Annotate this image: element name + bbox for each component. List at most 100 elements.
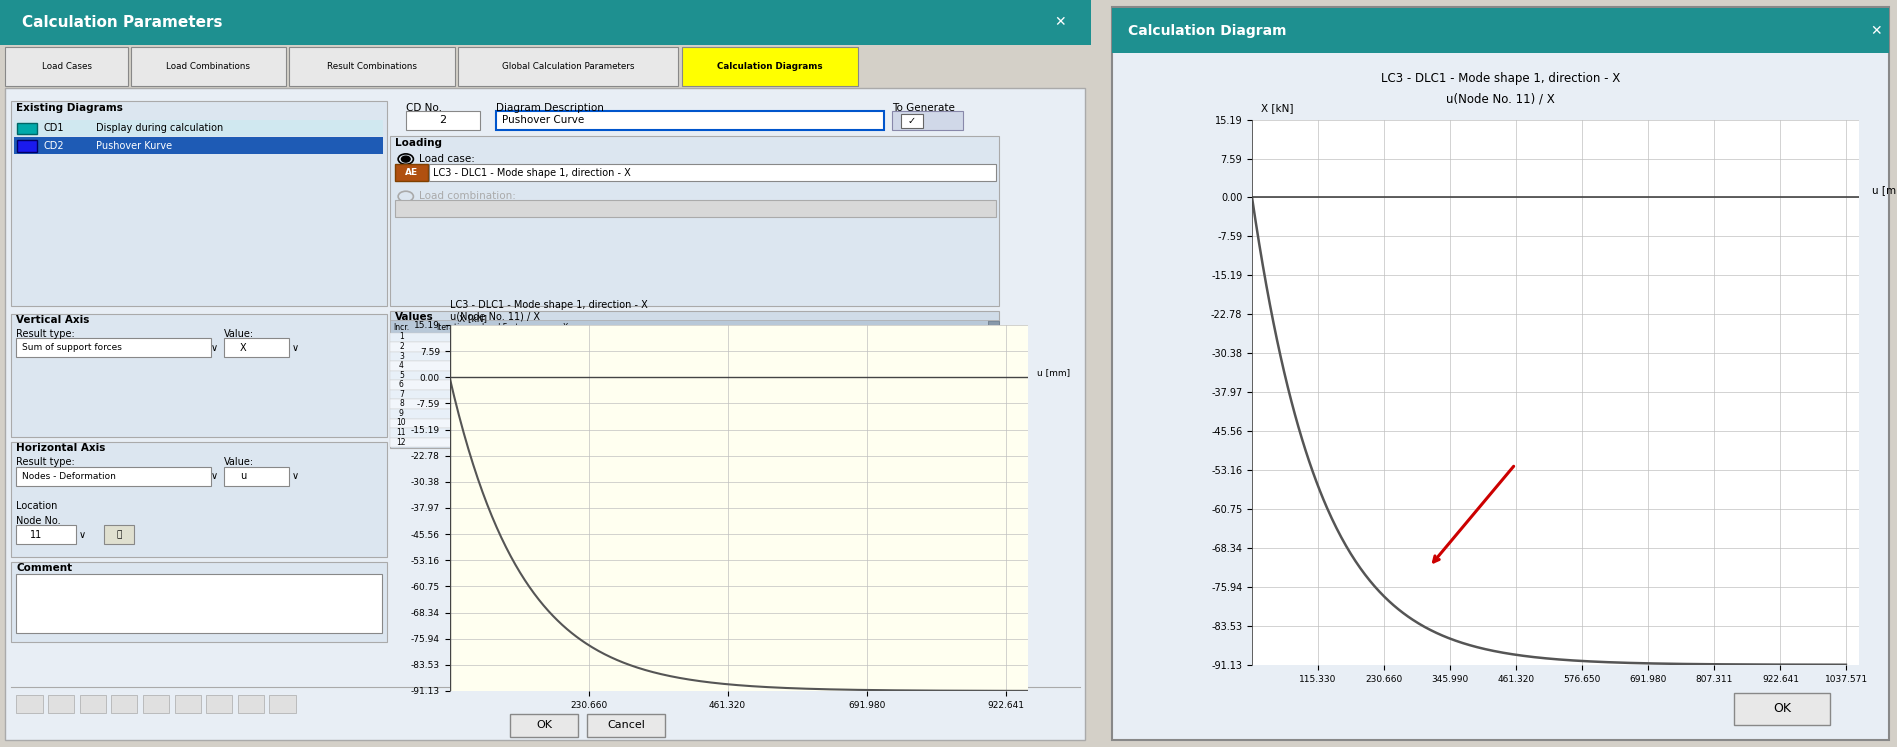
Text: Calculation Diagrams: Calculation Diagrams	[717, 62, 823, 71]
FancyBboxPatch shape	[586, 714, 666, 737]
FancyBboxPatch shape	[459, 47, 679, 86]
Text: Sum of support forces: Sum of support forces	[21, 343, 121, 353]
Text: 📷: 📷	[116, 530, 121, 539]
Text: 3.916: 3.916	[599, 400, 622, 409]
Text: Incr.: Incr.	[393, 323, 410, 332]
Text: 12: 12	[396, 438, 406, 447]
FancyBboxPatch shape	[391, 428, 988, 438]
FancyBboxPatch shape	[6, 88, 1085, 740]
Text: 4: 4	[398, 361, 404, 370]
Text: ∨: ∨	[78, 530, 85, 540]
FancyBboxPatch shape	[175, 695, 201, 713]
Text: 0.02: 0.02	[495, 371, 512, 379]
Text: OK: OK	[537, 720, 552, 731]
FancyBboxPatch shape	[1112, 8, 1889, 53]
FancyBboxPatch shape	[104, 525, 135, 544]
Text: 0.02: 0.02	[495, 400, 512, 409]
FancyBboxPatch shape	[11, 442, 387, 557]
FancyBboxPatch shape	[429, 164, 996, 181]
Text: 3.382: 3.382	[599, 371, 622, 379]
FancyBboxPatch shape	[391, 352, 988, 362]
FancyBboxPatch shape	[17, 338, 211, 357]
FancyBboxPatch shape	[892, 111, 964, 130]
Text: ✕: ✕	[1870, 24, 1882, 37]
Text: 2.840: 2.840	[599, 342, 622, 351]
Text: Calculation Diagram: Calculation Diagram	[1129, 24, 1286, 37]
FancyBboxPatch shape	[391, 362, 988, 371]
Text: 2: 2	[440, 115, 446, 125]
Text: LC3 - DLC1 - Mode shape 1, direction - X: LC3 - DLC1 - Mode shape 1, direction - X	[433, 167, 632, 178]
FancyBboxPatch shape	[391, 418, 988, 428]
FancyBboxPatch shape	[17, 467, 211, 486]
FancyBboxPatch shape	[11, 562, 387, 642]
Text: u: u	[241, 471, 247, 481]
Text: ∨: ∨	[211, 471, 218, 481]
Text: Diagram Description: Diagram Description	[497, 102, 603, 113]
Text: 1: 1	[398, 332, 404, 341]
Text: 2: 2	[398, 342, 404, 351]
FancyBboxPatch shape	[681, 47, 859, 86]
Text: Horizontal Axis: Horizontal Axis	[17, 443, 106, 453]
Text: 3: 3	[450, 390, 455, 399]
FancyBboxPatch shape	[224, 467, 288, 486]
Text: 0.02: 0.02	[495, 418, 512, 427]
Text: 3.560: 3.560	[599, 380, 622, 389]
Text: -1.01: -1.01	[556, 332, 575, 341]
FancyBboxPatch shape	[988, 320, 1000, 448]
Text: Cancel: Cancel	[607, 720, 645, 731]
Text: -1.76: -1.76	[556, 438, 575, 447]
Text: -1.08: -1.08	[556, 342, 575, 351]
Text: ✓: ✓	[909, 116, 916, 126]
Text: -1.15: -1.15	[556, 352, 575, 361]
Text: 10: 10	[396, 418, 406, 427]
FancyBboxPatch shape	[269, 695, 296, 713]
Text: Load Cases: Load Cases	[42, 62, 91, 71]
Text: 3: 3	[450, 400, 455, 409]
Text: 4.455: 4.455	[599, 428, 622, 437]
Text: 3: 3	[450, 428, 455, 437]
Text: 3.704: 3.704	[599, 390, 622, 399]
FancyBboxPatch shape	[901, 114, 922, 128]
FancyBboxPatch shape	[563, 436, 579, 446]
FancyBboxPatch shape	[131, 47, 286, 86]
Text: 0.02: 0.02	[495, 390, 512, 399]
Text: Comment: Comment	[17, 562, 72, 573]
Text: -1.21: -1.21	[556, 361, 575, 370]
Text: Value:: Value:	[224, 329, 254, 339]
FancyBboxPatch shape	[395, 164, 427, 181]
FancyBboxPatch shape	[11, 101, 387, 306]
FancyBboxPatch shape	[207, 695, 231, 713]
Text: 2.670: 2.670	[599, 332, 622, 341]
Text: -1.69: -1.69	[556, 428, 575, 437]
FancyBboxPatch shape	[17, 525, 76, 544]
Text: 3: 3	[450, 352, 455, 361]
Text: ∨: ∨	[292, 471, 298, 481]
Text: -1.42: -1.42	[556, 390, 575, 399]
Text: 3: 3	[450, 409, 455, 418]
Text: Load Factor: Load Factor	[482, 323, 525, 332]
Text: ∨: ∨	[211, 343, 218, 353]
Text: u [mm]: u [mm]	[1872, 185, 1897, 195]
Text: 0.02: 0.02	[495, 380, 512, 389]
FancyBboxPatch shape	[288, 47, 455, 86]
Text: 3: 3	[450, 418, 455, 427]
Text: 3: 3	[450, 361, 455, 370]
FancyBboxPatch shape	[391, 371, 988, 380]
Text: AE: AE	[404, 168, 417, 177]
Text: u [mm]: u [mm]	[1038, 368, 1070, 378]
Text: 11: 11	[30, 530, 42, 540]
Circle shape	[402, 156, 410, 162]
Text: -1.48: -1.48	[556, 400, 575, 409]
Text: Node No.: Node No.	[17, 516, 61, 527]
Text: 11: 11	[396, 428, 406, 437]
Text: ∨: ∨	[292, 343, 298, 353]
FancyBboxPatch shape	[0, 0, 1091, 45]
Text: LC3 - DLC1 - Mode shape 1, direction - X: LC3 - DLC1 - Mode shape 1, direction - X	[1381, 72, 1620, 85]
Text: -1.28: -1.28	[556, 371, 575, 379]
Text: 7: 7	[398, 390, 404, 399]
FancyBboxPatch shape	[546, 436, 562, 446]
Text: Iteration: Iteration	[436, 323, 469, 332]
FancyBboxPatch shape	[6, 47, 127, 86]
Text: Result type:: Result type:	[17, 457, 76, 468]
FancyBboxPatch shape	[391, 438, 988, 447]
